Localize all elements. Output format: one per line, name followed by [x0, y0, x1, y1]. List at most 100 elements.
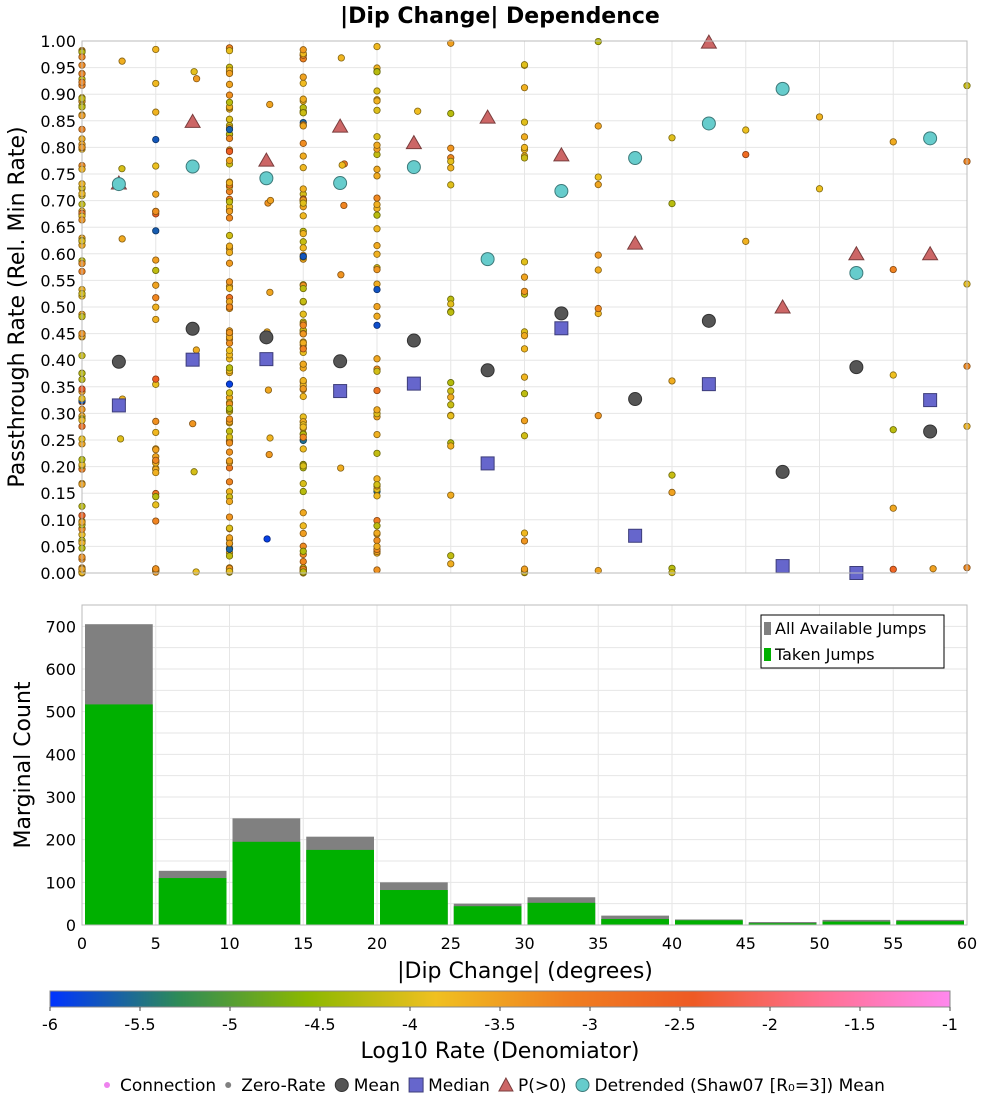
- connection-point: [152, 417, 160, 425]
- scatter-y-tick-label: 0.35: [40, 378, 76, 397]
- bottom-legend: Connection Zero-Rate Mean Median P(>0) Detren…: [104, 1076, 885, 1096]
- connection-point: [373, 141, 381, 149]
- connection-point: [520, 273, 529, 281]
- p-positive-marker: [184, 113, 201, 128]
- connection-point: [520, 287, 529, 295]
- histogram-x-tick-label: 10: [219, 934, 239, 953]
- connection-point: [373, 97, 381, 105]
- mean-marker: [775, 464, 790, 479]
- legend-label: Detrended (Shaw07 [R₀=3]) Mean: [595, 1076, 885, 1096]
- connection-point: [225, 231, 234, 240]
- colorbar-tick-label: -6: [42, 1015, 58, 1034]
- connection-point: [520, 118, 529, 126]
- connection-point: [889, 504, 897, 512]
- connection-point: [225, 278, 234, 286]
- p-positive-marker: [405, 134, 423, 150]
- detrended-mean-marker: [775, 81, 790, 96]
- connection-point: [299, 568, 307, 576]
- p-positive-marker: [258, 152, 275, 167]
- colorbar-tick-label: -5: [222, 1015, 238, 1034]
- connection-point: [192, 75, 201, 83]
- taken-jumps-bar: [748, 923, 817, 925]
- histogram-x-tick-label: 55: [883, 934, 903, 953]
- scatter-y-tick-label: 0.50: [40, 298, 76, 317]
- connection-point: [447, 442, 455, 450]
- connection-point: [299, 297, 307, 306]
- connection-point: [225, 389, 234, 397]
- connection-point: [299, 385, 307, 393]
- connection-point: [299, 423, 307, 431]
- connection-point: [373, 165, 381, 173]
- histogram-x-tick-label: 25: [441, 934, 461, 953]
- connection-point: [889, 426, 897, 434]
- connection-point: [337, 464, 345, 472]
- connection-point: [447, 164, 455, 172]
- connection-point: [152, 315, 160, 324]
- colorbar-tick-label: -2: [762, 1015, 778, 1034]
- connection-point: [266, 100, 274, 109]
- histogram-y-tick-label: 500: [45, 703, 76, 722]
- mean-marker: [111, 354, 126, 369]
- histogram-x-tick-label: 60: [957, 934, 977, 953]
- scatter-y-tick-label: 0.65: [40, 218, 76, 237]
- connection-point: [118, 165, 126, 173]
- connection-point: [152, 446, 160, 454]
- connection-point: [152, 256, 160, 264]
- scatter-y-tick-label: 0.95: [40, 59, 76, 78]
- connection-point: [668, 377, 676, 385]
- connection-point: [225, 47, 234, 55]
- connection-point: [520, 332, 529, 340]
- p-positive-marker: [848, 245, 865, 261]
- connection-point: [266, 434, 274, 442]
- legend-marker: [498, 1076, 514, 1092]
- connection-point: [192, 568, 200, 576]
- connection-point: [447, 387, 455, 395]
- connection-point: [299, 73, 307, 81]
- p-positive-marker: [774, 298, 791, 314]
- histogram-x-tick-label: 40: [662, 934, 682, 953]
- colorbar-tick-label: -1.5: [844, 1015, 875, 1034]
- scatter-y-tick-label: 0.55: [40, 271, 76, 290]
- legend-marker: [225, 1082, 232, 1088]
- connection-point: [889, 138, 897, 146]
- scatter-y-tick-label: 0.45: [40, 325, 76, 344]
- legend-label: Median: [428, 1076, 490, 1096]
- connection-point: [520, 390, 529, 398]
- histogram-y-axis-label: Marginal Count: [11, 681, 36, 848]
- connection-point: [447, 379, 455, 387]
- histogram-x-tick-label: 0: [77, 934, 87, 953]
- legend-marker: [104, 1082, 110, 1088]
- histogram-y-tick-label: 400: [45, 745, 76, 764]
- connection-point: [299, 152, 307, 160]
- taken-jumps-bar: [896, 921, 964, 925]
- scatter-y-axis-label: Passthrough Rate (Rel. Min Rate): [5, 126, 30, 487]
- connection-point: [225, 156, 234, 165]
- connection-point: [152, 45, 160, 54]
- connection-point: [152, 493, 160, 501]
- connection-point: [373, 68, 381, 76]
- connection-point: [520, 143, 529, 152]
- connection-point: [225, 80, 234, 89]
- scatter-y-tick-label: 0.85: [40, 112, 76, 131]
- detrended-mean-marker: [554, 184, 569, 199]
- connection-point: [520, 537, 529, 545]
- legend-swatch: [764, 648, 771, 661]
- connection-point: [447, 552, 455, 560]
- connection-point: [299, 252, 307, 261]
- mean-marker: [849, 360, 864, 375]
- connection-point: [299, 122, 307, 130]
- connection-point: [373, 133, 381, 141]
- taken-jumps-bar: [380, 890, 448, 925]
- connection-point: [225, 364, 234, 372]
- connection-point: [299, 230, 307, 238]
- mean-marker: [554, 306, 569, 321]
- connection-point: [299, 509, 307, 517]
- connection-point: [225, 513, 234, 521]
- connection-point: [447, 181, 455, 189]
- histogram-legend: All Available Jumps Taken Jumps: [760, 614, 945, 669]
- connection-point: [264, 386, 273, 394]
- connection-point: [373, 211, 381, 219]
- histogram-x-axis-label: |Dip Change| (degrees): [397, 959, 653, 984]
- mean-marker: [406, 333, 421, 348]
- connection-point: [594, 37, 602, 46]
